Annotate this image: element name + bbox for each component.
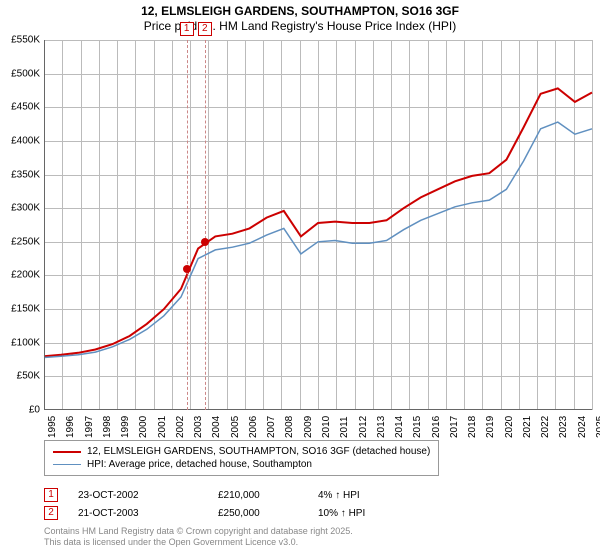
footer-attribution: Contains HM Land Registry data © Crown c…: [44, 526, 353, 548]
x-tick-label: 2015: [412, 416, 423, 438]
x-tick-label: 2012: [358, 416, 369, 438]
x-tick-label: 2024: [577, 416, 588, 438]
price-paid-amount: £250,000: [218, 508, 318, 519]
legend-swatch: [53, 451, 81, 453]
plot-svg: [44, 40, 592, 410]
marker-label-box: 1: [180, 22, 194, 36]
legend-label: HPI: Average price, detached house, Sout…: [87, 459, 312, 470]
y-tick-label: £100K: [0, 337, 40, 348]
x-tick-label: 2003: [193, 416, 204, 438]
x-tick-label: 2014: [394, 416, 405, 438]
legend-label: 12, ELMSLEIGH GARDENS, SOUTHAMPTON, SO16…: [87, 446, 430, 457]
x-tick-label: 2010: [321, 416, 332, 438]
x-tick-label: 2005: [230, 416, 241, 438]
legend-swatch: [53, 464, 81, 465]
price-paid-date: 23-OCT-2002: [78, 490, 218, 501]
marker-line: [205, 40, 206, 410]
price-paid-row: 2 21-OCT-2003£250,00010% ↑ HPI: [44, 504, 438, 522]
x-tick-label: 2011: [339, 416, 350, 438]
y-axis-line: [44, 40, 45, 410]
x-tick-label: 2020: [504, 416, 515, 438]
x-tick-label: 2009: [303, 416, 314, 438]
marker-dot: [201, 238, 209, 246]
x-tick-label: 1999: [120, 416, 131, 438]
chart-container: 12, ELMSLEIGH GARDENS, SOUTHAMPTON, SO16…: [0, 0, 600, 560]
price-paid-amount: £210,000: [218, 490, 318, 501]
y-tick-label: £300K: [0, 203, 40, 214]
y-tick-label: £500K: [0, 68, 40, 79]
x-tick-label: 1996: [65, 416, 76, 438]
x-tick-label: 2004: [211, 416, 222, 438]
legend-row: HPI: Average price, detached house, Sout…: [53, 458, 430, 471]
y-tick-label: £450K: [0, 102, 40, 113]
price-paid-index: 2: [44, 506, 58, 520]
y-tick-label: £150K: [0, 304, 40, 315]
x-tick-label: 2022: [540, 416, 551, 438]
price-paid-row: 1 23-OCT-2002£210,0004% ↑ HPI: [44, 486, 438, 504]
x-tick-label: 2007: [266, 416, 277, 438]
x-tick-label: 2019: [485, 416, 496, 438]
legend: 12, ELMSLEIGH GARDENS, SOUTHAMPTON, SO16…: [44, 440, 439, 476]
y-tick-label: £350K: [0, 169, 40, 180]
x-tick-label: 2001: [157, 416, 168, 438]
x-tick-label: 2016: [431, 416, 442, 438]
footer-line1: Contains HM Land Registry data © Crown c…: [44, 526, 353, 537]
chart-area: 12: [44, 40, 592, 410]
price-paid-delta: 4% ↑ HPI: [318, 490, 438, 501]
y-tick-label: £0: [0, 405, 40, 416]
x-tick-label: 2002: [175, 416, 186, 438]
y-tick-label: £50K: [0, 371, 40, 382]
x-axis-line: [44, 409, 592, 410]
x-tick-label: 2021: [522, 416, 533, 438]
x-tick-label: 1997: [84, 416, 95, 438]
x-tick-label: 2018: [467, 416, 478, 438]
price-paid-index: 1: [44, 488, 58, 502]
marker-dot: [183, 265, 191, 273]
title-line1: 12, ELMSLEIGH GARDENS, SOUTHAMPTON, SO16…: [0, 4, 600, 18]
x-tick-label: 2000: [138, 416, 149, 438]
y-tick-label: £400K: [0, 135, 40, 146]
price-paid-table: 1 23-OCT-2002£210,0004% ↑ HPI 2 21-OCT-2003…: [44, 486, 438, 522]
legend-row: 12, ELMSLEIGH GARDENS, SOUTHAMPTON, SO16…: [53, 445, 430, 458]
y-tick-label: £200K: [0, 270, 40, 281]
marker-line: [187, 40, 188, 410]
footer-line2: This data is licensed under the Open Gov…: [44, 537, 353, 548]
series-property: [44, 88, 592, 356]
price-paid-date: 21-OCT-2003: [78, 508, 218, 519]
x-tick-label: 2008: [284, 416, 295, 438]
x-tick-label: 1995: [47, 416, 58, 438]
y-tick-label: £550K: [0, 35, 40, 46]
x-tick-label: 2006: [248, 416, 259, 438]
series-hpi: [44, 122, 592, 357]
x-tick-label: 2013: [376, 416, 387, 438]
marker-label-box: 2: [198, 22, 212, 36]
x-tick-label: 1998: [102, 416, 113, 438]
title-line2: Price paid vs. HM Land Registry's House …: [0, 19, 600, 33]
x-tick-label: 2017: [449, 416, 460, 438]
title-block: 12, ELMSLEIGH GARDENS, SOUTHAMPTON, SO16…: [0, 0, 600, 33]
x-tick-label: 2025: [595, 416, 600, 438]
price-paid-delta: 10% ↑ HPI: [318, 508, 438, 519]
y-tick-label: £250K: [0, 236, 40, 247]
x-tick-label: 2023: [558, 416, 569, 438]
